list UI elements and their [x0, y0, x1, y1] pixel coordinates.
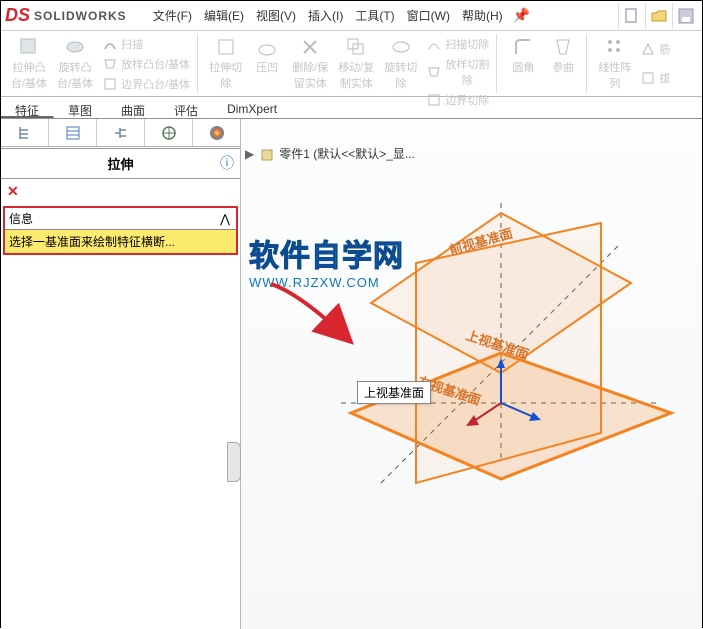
boundary-button[interactable]: 边界凸台/基体	[100, 74, 192, 94]
loft-button[interactable]: 放样凸台/基体	[100, 54, 192, 74]
ribbon-col-cutops: 扫描切除 放样切割 除 边界切除	[424, 34, 491, 93]
tab-surface[interactable]: 曲面	[107, 97, 160, 118]
revolve-cut-button[interactable]: 旋转切 除	[381, 34, 420, 93]
dome-cut-button[interactable]: 压凹	[249, 34, 285, 93]
qat-new-button[interactable]	[618, 3, 644, 29]
close-icon[interactable]: ✕	[1, 179, 25, 204]
graphics-viewport[interactable]: ▶ 零件1 (默认<<默认>_显... 软件自学网 WWW.RJZXW.COM	[241, 119, 702, 629]
revolve-boss-button[interactable]: 旋转凸 台/基体	[54, 34, 96, 93]
panel-tab-property[interactable]	[49, 119, 97, 146]
loft-cut-button[interactable]: 放样切割 除	[424, 54, 491, 90]
tab-evaluate[interactable]: 评估	[160, 97, 213, 118]
extrude-cut-button[interactable]: 拉伸切 除	[206, 34, 245, 93]
panel-tab-config[interactable]	[97, 119, 145, 146]
panel-tab-dim[interactable]	[145, 119, 193, 146]
command-tabs: 特征 草图 曲面 评估 DimXpert	[1, 97, 702, 119]
tab-sketch[interactable]: 草图	[54, 97, 107, 118]
feature-manager-panel: 拉伸 ⓘ ✕ 信息 ⋀ 选择一基准面来绘制特征横断...	[1, 119, 241, 629]
qat-open-button[interactable]	[645, 3, 671, 29]
logo-text: SOLIDWORKS	[34, 9, 127, 23]
menu-insert[interactable]: 插入(I)	[302, 7, 349, 24]
sweep-cut-button[interactable]: 扫描切除	[424, 34, 491, 54]
ribbon-toolbar: 拉伸凸 台/基体 旋转凸 台/基体 扫描 放样凸台/基体 边界凸台/基体 拉伸切…	[1, 31, 702, 97]
part-icon	[260, 146, 276, 162]
breadcrumb-bar: ▶ 零件1 (默认<<默认>_显...	[245, 145, 415, 162]
ribbon-group-pattern: 线性阵 列 筋 拔	[586, 34, 677, 93]
menu-file[interactable]: 文件(F)	[147, 7, 198, 24]
delete-keep-button[interactable]: 删除/保 留实体	[289, 34, 331, 93]
linear-pattern-button[interactable]: 线性阵 列	[595, 34, 634, 93]
tab-feature[interactable]: 特征	[1, 97, 54, 118]
info-box: 信息 ⋀ 选择一基准面来绘制特征横断...	[3, 206, 238, 255]
menu-tools[interactable]: 工具(T)	[349, 7, 400, 24]
info-header-label: 信息	[9, 210, 33, 227]
tab-dimxpert[interactable]: DimXpert	[213, 97, 292, 118]
app-logo: DS SOLIDWORKS	[5, 5, 127, 26]
breadcrumb-arrow-icon[interactable]: ▶	[245, 147, 254, 161]
menu-edit[interactable]: 编辑(E)	[198, 7, 250, 24]
revolve-boss-label: 旋转凸 台/基体	[57, 59, 93, 91]
pin-icon[interactable]: 📌	[513, 7, 530, 24]
ribbon-col-rib: 筋 拔	[638, 34, 672, 93]
panel-collapse-handle[interactable]	[227, 442, 241, 482]
draft-button[interactable]: 参曲	[545, 34, 581, 93]
info-header[interactable]: 信息 ⋀	[5, 208, 236, 230]
workspace: 拉伸 ⓘ ✕ 信息 ⋀ 选择一基准面来绘制特征横断... ▶ 零件1 (默认<<…	[1, 119, 702, 629]
quick-access-toolbar	[618, 3, 698, 29]
info-message: 选择一基准面来绘制特征横断...	[5, 230, 236, 253]
panel-title: 拉伸	[107, 157, 133, 172]
panel-title-bar: 拉伸 ⓘ	[1, 148, 240, 179]
fillet-button[interactable]: 圆角	[505, 34, 541, 93]
logo-ds: DS	[5, 5, 30, 26]
panel-tabs	[1, 119, 240, 147]
hover-tooltip: 上视基准面	[357, 381, 431, 404]
panel-tab-appearance[interactable]	[193, 119, 240, 146]
sweep-button[interactable]: 扫描	[100, 34, 192, 54]
rib-button[interactable]: 筋	[638, 39, 672, 59]
qat-save-button[interactable]	[672, 3, 698, 29]
menu-view[interactable]: 视图(V)	[250, 7, 302, 24]
extrude-boss-label: 拉伸凸 台/基体	[11, 59, 47, 91]
panel-tab-featuretree[interactable]	[1, 119, 49, 146]
draft-small-button[interactable]: 拔	[638, 68, 672, 88]
ribbon-group-mod: 圆角 参曲	[496, 34, 586, 93]
ribbon-group-features: 拉伸凸 台/基体 旋转凸 台/基体 扫描 放样凸台/基体 边界凸台/基体	[4, 34, 197, 93]
extrude-boss-button[interactable]: 拉伸凸 台/基体	[8, 34, 50, 93]
menu-bar: DS SOLIDWORKS 文件(F) 编辑(E) 视图(V) 插入(I) 工具…	[1, 1, 702, 31]
origin-planes[interactable]: 前视基准面 上视基准面 右视基准面	[301, 183, 701, 543]
help-icon[interactable]: ⓘ	[220, 153, 234, 173]
move-copy-button[interactable]: 移动/复 制实体	[335, 34, 377, 93]
breadcrumb-part-label[interactable]: 零件1 (默认<<默认>_显...	[279, 145, 415, 162]
menu-help[interactable]: 帮助(H)	[456, 7, 509, 24]
ribbon-group-cut: 拉伸切 除 压凹 删除/保 留实体 移动/复 制实体 旋转切 除 扫描切除 放样…	[197, 34, 496, 93]
collapse-icon[interactable]: ⋀	[220, 212, 230, 226]
ribbon-col-sweep: 扫描 放样凸台/基体 边界凸台/基体	[100, 34, 192, 93]
boundary-cut-button[interactable]: 边界切除	[424, 90, 491, 110]
menu-window[interactable]: 窗口(W)	[401, 7, 456, 24]
